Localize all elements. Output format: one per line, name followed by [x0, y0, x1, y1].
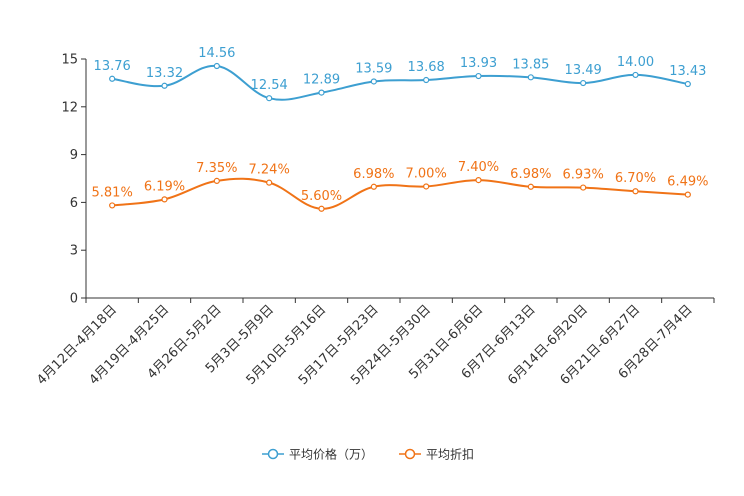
data-label: 7.35%: [196, 161, 237, 176]
data-point[interactable]: [632, 71, 639, 79]
data-label: 6.98%: [353, 167, 394, 182]
data-label: 13.93: [460, 56, 497, 71]
y-tick-label: 9: [70, 148, 78, 163]
data-point[interactable]: [527, 74, 534, 81]
data-label: 13.68: [408, 60, 445, 75]
data-label: 12.54: [251, 78, 288, 93]
axes: 036912154月12日-4月18日4月19日-4月25日4月26日-5月2日…: [34, 53, 715, 388]
data-point[interactable]: [318, 89, 325, 96]
data-point[interactable]: [109, 202, 116, 209]
data-point[interactable]: [580, 184, 587, 191]
data-label: 14.00: [617, 55, 654, 70]
data-point[interactable]: [266, 95, 273, 102]
data-point[interactable]: [527, 183, 534, 190]
data-point[interactable]: [109, 75, 116, 82]
y-tick-label: 6: [70, 196, 78, 211]
data-label: 5.60%: [301, 189, 342, 204]
data-label: 6.70%: [615, 171, 656, 186]
data-label: 14.56: [198, 46, 235, 61]
data-point[interactable]: [423, 76, 430, 84]
y-tick-label: 12: [61, 100, 78, 115]
data-point[interactable]: [213, 177, 220, 184]
data-point[interactable]: [475, 72, 482, 80]
y-tick-label: 3: [70, 244, 78, 259]
legend-label: 平均折扣: [426, 447, 474, 462]
data-point[interactable]: [632, 188, 639, 195]
series-line: [112, 177, 688, 210]
data-label: 6.19%: [144, 179, 185, 194]
legend-label: 平均价格（万）: [289, 447, 373, 462]
legend[interactable]: 平均价格（万） 平均折扣: [262, 447, 474, 462]
legend-marker-icon: [267, 448, 279, 460]
legend-marker-icon: [404, 448, 416, 460]
data-point[interactable]: [161, 82, 168, 89]
series-line: [112, 65, 689, 101]
data-label: 7.00%: [406, 166, 447, 181]
data-point[interactable]: [161, 196, 168, 203]
data-label: 13.59: [355, 61, 392, 76]
data-label: 13.43: [669, 64, 706, 79]
data-label: 5.81%: [92, 185, 133, 200]
data-point[interactable]: [475, 176, 482, 184]
series-0: 13.76 13.32 14.56 12.54 12.89 13.59 13.68 13.93…: [94, 46, 706, 102]
data-label: 6.49%: [667, 175, 708, 190]
series-1: 5.81% 6.19% 7.35% 7.24% 5.60% 6.98% 7.00% 7.40%…: [92, 160, 708, 212]
data-label: 12.89: [303, 73, 340, 88]
legend-item-0[interactable]: 平均价格（万）: [262, 447, 373, 462]
data-point[interactable]: [370, 183, 377, 190]
data-point[interactable]: [318, 205, 325, 212]
data-label: 13.49: [565, 63, 602, 78]
data-label: 13.85: [512, 57, 549, 72]
data-label: 13.32: [146, 66, 183, 81]
data-point[interactable]: [684, 80, 691, 88]
y-tick-label: 15: [61, 53, 78, 68]
data-point[interactable]: [266, 179, 273, 186]
data-label: 7.40%: [458, 160, 499, 175]
data-label: 6.98%: [510, 167, 551, 182]
data-label: 7.24%: [249, 163, 290, 178]
series-layer: 13.76 13.32 14.56 12.54 12.89 13.59 13.68 13.93…: [92, 46, 708, 212]
data-point[interactable]: [370, 78, 377, 85]
data-label: 6.93%: [563, 168, 604, 183]
data-point[interactable]: [684, 191, 691, 198]
data-point[interactable]: [423, 183, 430, 190]
legend-item-1[interactable]: 平均折扣: [399, 447, 474, 462]
data-point[interactable]: [580, 79, 587, 87]
y-tick-label: 0: [70, 292, 78, 307]
data-point[interactable]: [213, 62, 220, 70]
data-label: 13.76: [94, 59, 131, 74]
